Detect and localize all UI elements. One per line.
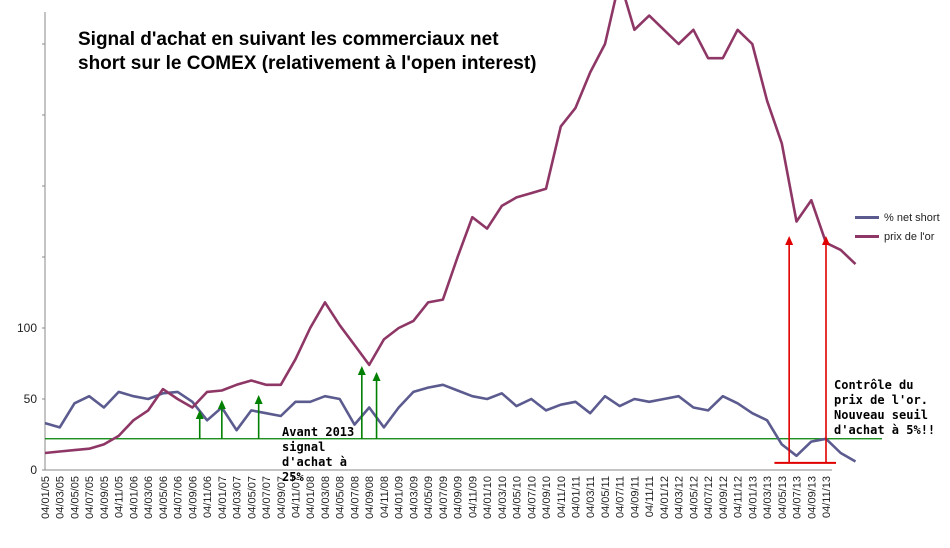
x-tick-label: 04/01/10 bbox=[482, 476, 494, 519]
x-tick-label: 04/05/06 bbox=[158, 476, 170, 519]
threshold-lines bbox=[45, 438, 882, 464]
x-tick-label: 04/01/11 bbox=[570, 476, 582, 518]
x-tick-label: 04/09/09 bbox=[453, 476, 465, 519]
chart-axes bbox=[44, 12, 832, 471]
x-tick-label: 04/03/13 bbox=[762, 476, 774, 519]
red-arrow-head bbox=[785, 236, 794, 245]
x-tick-label: 04/03/08 bbox=[320, 476, 332, 519]
x-tick-label: 04/09/13 bbox=[806, 476, 818, 519]
x-tick-label: 04/11/06 bbox=[202, 476, 214, 518]
x-tick-label: 04/07/09 bbox=[438, 476, 450, 519]
x-tick-label: 04/11/13 bbox=[821, 476, 833, 518]
series-gold-price-line bbox=[44, 0, 857, 455]
x-tick-label: 04/03/07 bbox=[232, 476, 244, 519]
x-tick-label: 04/03/05 bbox=[55, 476, 67, 519]
x-tick-label: 04/07/12 bbox=[703, 476, 715, 519]
x-tick-label: 04/01/08 bbox=[305, 476, 317, 519]
legend-item-gold-price: prix de l'or bbox=[855, 227, 940, 246]
x-tick-label: 04/09/10 bbox=[541, 476, 553, 519]
x-tick-label: 04/05/10 bbox=[512, 476, 524, 519]
x-tick-label: 04/03/10 bbox=[497, 476, 509, 519]
x-tick-label: 04/07/05 bbox=[84, 476, 96, 519]
x-tick-label: 04/11/10 bbox=[556, 476, 568, 518]
x-tick-label: 04/03/09 bbox=[408, 476, 420, 519]
x-tick-label: 04/01/13 bbox=[747, 476, 759, 519]
x-tick-label: 04/07/13 bbox=[792, 476, 804, 519]
x-tick-label: 04/07/07 bbox=[261, 476, 273, 519]
annotation-threshold-2013: Avant 2013 signal d'achat à 25% bbox=[282, 425, 355, 484]
signal-arrows bbox=[195, 236, 830, 463]
green-arrow-head bbox=[357, 366, 366, 375]
x-tick-label: 04/03/06 bbox=[143, 476, 155, 519]
green-arrow-head bbox=[195, 410, 204, 419]
x-tick-label: 04/11/05 bbox=[114, 476, 126, 518]
x-tick-label: 04/11/11 bbox=[644, 476, 656, 517]
x-tick-label: 04/09/06 bbox=[187, 476, 199, 519]
x-tick-label: 04/11/12 bbox=[733, 476, 745, 518]
x-tick-label: 04/07/11 bbox=[615, 476, 627, 518]
x-tick-label: 04/11/08 bbox=[379, 476, 391, 518]
x-tick-label: 04/05/09 bbox=[423, 476, 435, 519]
x-tick-label: 04/09/05 bbox=[99, 476, 111, 519]
x-tick-label: 04/07/10 bbox=[526, 476, 538, 519]
x-tick-label: 04/05/12 bbox=[688, 476, 700, 519]
y-axis-ticks: 0 50 100 bbox=[17, 43, 45, 477]
x-tick-label: 04/07/08 bbox=[349, 476, 361, 519]
green-arrow-head bbox=[254, 395, 263, 404]
legend-item-net-short: % net short bbox=[855, 208, 940, 227]
green-arrow-head bbox=[372, 372, 381, 381]
y-tick-label: 0 bbox=[30, 463, 37, 477]
x-tick-label: 04/09/11 bbox=[629, 476, 641, 518]
x-tick-label: 04/03/12 bbox=[674, 476, 686, 519]
x-tick-label: 04/05/05 bbox=[69, 476, 81, 519]
x-tick-label: 04/05/08 bbox=[335, 476, 347, 519]
x-tick-label: 04/01/09 bbox=[394, 476, 406, 519]
legend-label-gold-price: prix de l'or bbox=[884, 230, 935, 243]
x-tick-label: 04/09/12 bbox=[718, 476, 730, 519]
x-tick-label: 04/01/05 bbox=[40, 476, 52, 519]
y-tick-label: 50 bbox=[24, 392, 38, 406]
legend-swatch-gold-price bbox=[855, 235, 879, 238]
x-tick-label: 04/09/08 bbox=[364, 476, 376, 519]
red-arrow-head bbox=[822, 236, 830, 245]
green-arrow-head bbox=[217, 400, 226, 409]
x-tick-label: 04/05/11 bbox=[600, 476, 612, 518]
x-tick-label: 04/07/06 bbox=[173, 476, 185, 519]
x-tick-label: 04/01/06 bbox=[128, 476, 140, 519]
x-tick-label: 04/05/07 bbox=[246, 476, 258, 519]
x-tick-label: 04/11/09 bbox=[467, 476, 479, 518]
x-tick-label: 04/09/07 bbox=[276, 476, 288, 519]
chart-title: Signal d'achat en suivant les commerciau… bbox=[78, 29, 537, 74]
legend-swatch-net-short bbox=[855, 216, 879, 219]
x-tick-label: 04/11/07 bbox=[291, 476, 303, 518]
legend: % net short prix de l'or bbox=[855, 208, 940, 246]
series-group bbox=[44, 0, 857, 463]
x-tick-label: 04/05/13 bbox=[777, 476, 789, 519]
annotation-new-threshold: Contrôle du prix de l'or. Nouveau seuil … bbox=[834, 378, 936, 437]
series-net-short-line bbox=[44, 383, 857, 463]
x-tick-label: 04/03/11 bbox=[585, 476, 597, 518]
x-tick-label: 04/01/12 bbox=[659, 476, 671, 519]
y-tick-label: 100 bbox=[17, 321, 37, 335]
x-tick-label: 04/01/07 bbox=[217, 476, 229, 519]
legend-label-net-short: % net short bbox=[884, 211, 940, 224]
x-axis-ticks: 04/01/05 04/03/05 04/05/05 04/07/05 04/09/05… bbox=[40, 476, 833, 519]
